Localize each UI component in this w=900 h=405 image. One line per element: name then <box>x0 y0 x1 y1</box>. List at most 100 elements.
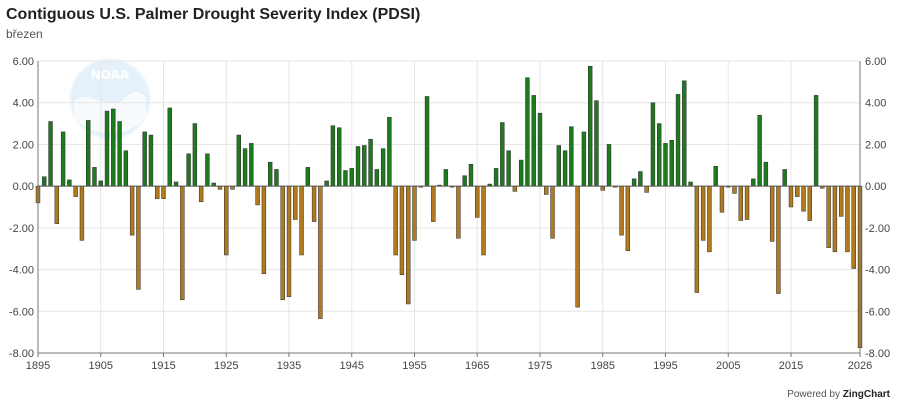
bar-1901[interactable] <box>73 185 78 197</box>
bar-2009[interactable] <box>751 178 756 187</box>
bar-1904[interactable] <box>92 167 97 187</box>
bar-1905[interactable] <box>98 180 103 187</box>
bar-1917[interactable] <box>173 181 179 187</box>
bar-1973[interactable] <box>525 77 530 187</box>
bar-2015[interactable] <box>788 185 794 208</box>
bar-1943[interactable] <box>337 127 342 187</box>
bar-1977[interactable] <box>550 185 555 239</box>
bar-1949[interactable] <box>374 169 380 187</box>
bar-1940[interactable] <box>318 185 323 319</box>
bar-2011[interactable] <box>763 161 769 187</box>
bar-1960[interactable] <box>443 169 449 187</box>
bar-1942[interactable] <box>330 125 336 187</box>
bar-2016[interactable] <box>795 185 800 197</box>
bar-1981[interactable] <box>575 185 580 308</box>
bar-2001[interactable] <box>700 185 706 241</box>
bar-1916[interactable] <box>167 107 172 187</box>
bar-2019[interactable] <box>813 95 819 187</box>
bar-1984[interactable] <box>594 100 599 187</box>
bar-1896[interactable] <box>42 176 47 187</box>
bar-2012[interactable] <box>769 185 775 242</box>
bar-1931[interactable] <box>261 185 267 274</box>
bar-1969[interactable] <box>500 122 505 187</box>
bar-1938[interactable] <box>305 167 311 187</box>
bar-1934[interactable] <box>280 185 285 301</box>
bar-1921[interactable] <box>198 185 204 203</box>
bar-1939[interactable] <box>311 185 317 222</box>
bar-1922[interactable] <box>205 153 210 187</box>
credit-line[interactable]: Powered by ZingChart <box>787 389 890 400</box>
bar-1955[interactable] <box>412 185 417 241</box>
bar-1993[interactable] <box>650 102 656 187</box>
bar-1932[interactable] <box>267 161 273 187</box>
bar-1909[interactable] <box>123 150 129 187</box>
bar-1899[interactable] <box>60 131 66 187</box>
bar-1929[interactable] <box>249 143 254 187</box>
bar-1990[interactable] <box>631 178 637 187</box>
bar-1948[interactable] <box>368 138 373 187</box>
bar-2007[interactable] <box>738 185 743 221</box>
bar-2000[interactable] <box>694 185 700 293</box>
bar-1946[interactable] <box>355 146 361 187</box>
bar-1915[interactable] <box>161 185 166 199</box>
bar-2023[interactable] <box>838 185 844 217</box>
bar-1937[interactable] <box>299 185 304 256</box>
bar-1907[interactable] <box>111 108 116 187</box>
bar-1968[interactable] <box>493 168 499 187</box>
bar-1950[interactable] <box>380 148 386 187</box>
bar-2008[interactable] <box>744 185 750 220</box>
bar-1974[interactable] <box>531 95 536 187</box>
bar-1989[interactable] <box>625 185 631 252</box>
bar-1966[interactable] <box>481 185 486 256</box>
bar-2025[interactable] <box>851 185 856 269</box>
bar-1995[interactable] <box>663 143 668 187</box>
bar-1945[interactable] <box>349 168 354 187</box>
bar-1994[interactable] <box>657 123 662 187</box>
bar-1953[interactable] <box>399 185 405 276</box>
bar-1980[interactable] <box>569 126 574 187</box>
bar-1963[interactable] <box>462 175 467 187</box>
bar-1910[interactable] <box>129 185 135 236</box>
bar-2024[interactable] <box>845 185 850 253</box>
bar-1970[interactable] <box>506 150 511 187</box>
bar-1912[interactable] <box>142 131 147 187</box>
bar-1925[interactable] <box>224 185 229 256</box>
bar-1947[interactable] <box>362 145 367 187</box>
bar-1903[interactable] <box>86 120 91 187</box>
bar-1897[interactable] <box>48 121 53 187</box>
bar-2003[interactable] <box>713 166 718 187</box>
bar-1972[interactable] <box>518 159 524 187</box>
bar-2022[interactable] <box>832 185 838 253</box>
bar-2004[interactable] <box>719 185 725 213</box>
bar-1930[interactable] <box>255 185 260 206</box>
bar-1975[interactable] <box>537 112 543 187</box>
bar-1911[interactable] <box>136 185 141 290</box>
bar-1944[interactable] <box>343 170 348 187</box>
bar-1914[interactable] <box>155 185 160 199</box>
bar-1999[interactable] <box>688 181 693 187</box>
bar-2006[interactable] <box>732 185 737 194</box>
bar-1920[interactable] <box>192 123 198 187</box>
bar-1978[interactable] <box>556 145 561 187</box>
bar-1957[interactable] <box>424 96 430 187</box>
bar-1933[interactable] <box>274 169 279 187</box>
bar-1898[interactable] <box>54 185 60 224</box>
bar-1997[interactable] <box>675 94 681 187</box>
bar-2018[interactable] <box>807 185 812 221</box>
bar-1976[interactable] <box>544 185 549 195</box>
bar-2014[interactable] <box>782 169 787 187</box>
bar-1941[interactable] <box>324 180 329 187</box>
bar-1991[interactable] <box>638 171 643 187</box>
bar-1986[interactable] <box>606 144 612 187</box>
bar-1936[interactable] <box>293 185 298 220</box>
bar-2017[interactable] <box>801 185 806 212</box>
bar-1954[interactable] <box>406 185 411 305</box>
bar-1996[interactable] <box>669 140 674 187</box>
bar-1928[interactable] <box>242 148 248 187</box>
bar-1962[interactable] <box>456 185 461 239</box>
bar-1983[interactable] <box>587 65 593 187</box>
bar-1964[interactable] <box>468 163 474 187</box>
bar-2002[interactable] <box>707 185 712 253</box>
bar-1906[interactable] <box>104 110 110 187</box>
bar-1952[interactable] <box>393 185 398 256</box>
